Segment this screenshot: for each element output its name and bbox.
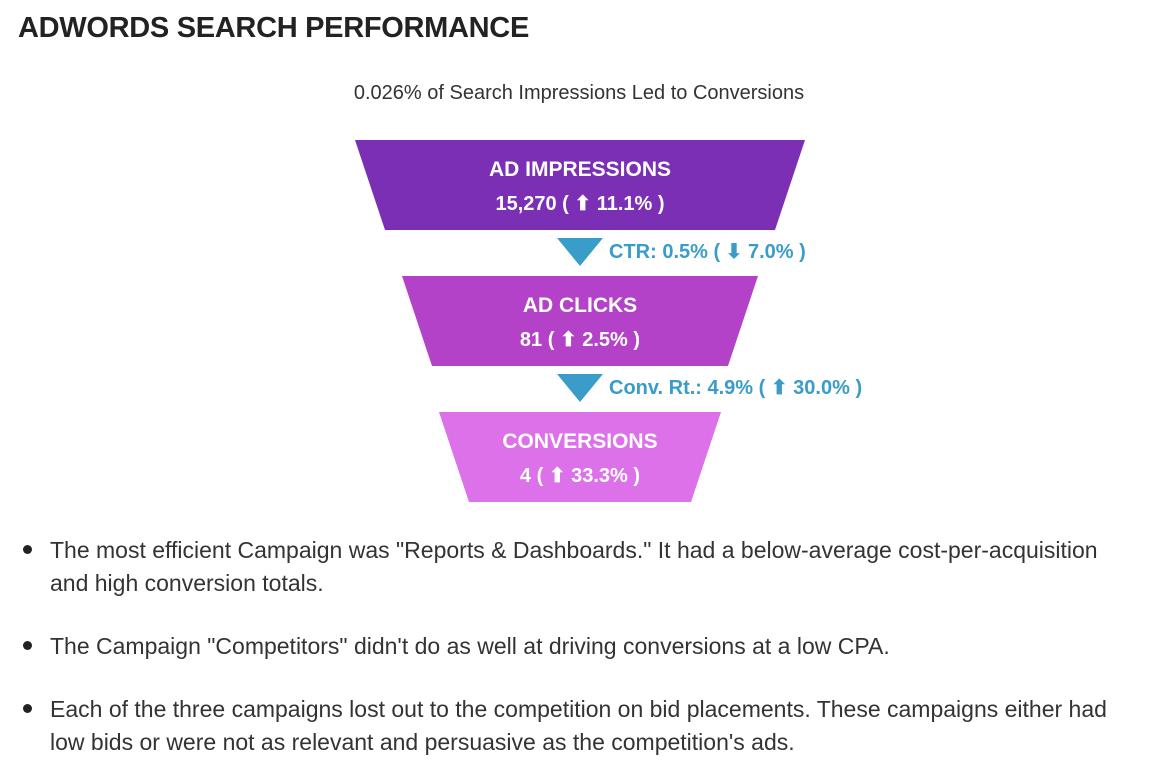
funnel-rate-2: Conv. Rt.: 4.9% ( ⬆ 30.0% ) [557,374,862,402]
insight-text: The most efficient Campaign was "Reports… [50,537,1098,596]
funnel-stage-value: 81 ( ⬆ 2.5% ) [520,329,640,351]
funnel-rate-label: Conv. Rt.: 4.9% ( ⬆ 30.0% ) [609,377,862,399]
page-title: ADWORDS SEARCH PERFORMANCE [18,12,529,44]
funnel-stage-shape [439,412,721,502]
funnel-stage-name: AD CLICKS [523,294,637,317]
funnel-rate-1: CTR: 0.5% ( ⬇ 7.0% ) [557,238,806,266]
insight-item: The most efficient Campaign was "Reports… [18,534,1128,600]
insights-list: The most efficient Campaign was "Reports… [18,534,1128,759]
down-arrow-icon [557,238,603,266]
down-arrow-icon [557,374,603,402]
funnel-stage-name: CONVERSIONS [502,430,657,453]
bullet-icon [23,641,32,650]
funnel-stage-ad-clicks: AD CLICKS 81 ( ⬆ 2.5% ) [402,276,758,366]
funnel-subtitle: 0.026% of Search Impressions Led to Conv… [353,82,805,104]
funnel-rate-label: CTR: 0.5% ( ⬇ 7.0% ) [609,241,806,263]
funnel-chart: AD IMPRESSIONS 15,270 ( ⬆ 11.1% ) AD CLICK… [355,140,862,502]
insight-item: Each of the three campaigns lost out to … [18,693,1128,759]
funnel-stage-name: AD IMPRESSIONS [489,158,671,181]
bullet-icon [23,704,32,713]
funnel-stage-value: 15,270 ( ⬆ 11.1% ) [495,193,664,215]
funnel-stage-value: 4 ( ⬆ 33.3% ) [520,465,640,487]
insight-text: Each of the three campaigns lost out to … [50,696,1107,755]
funnel-stage-ad-impressions: AD IMPRESSIONS 15,270 ( ⬆ 11.1% ) [355,140,805,230]
insight-item: The Campaign "Competitors" didn't do as … [18,630,1128,663]
bullet-icon [23,545,32,554]
insight-text: The Campaign "Competitors" didn't do as … [50,633,890,659]
funnel-stage-shape [355,140,805,230]
funnel-stage-conversions: CONVERSIONS 4 ( ⬆ 33.3% ) [439,412,721,502]
funnel-stage-shape [402,276,758,366]
